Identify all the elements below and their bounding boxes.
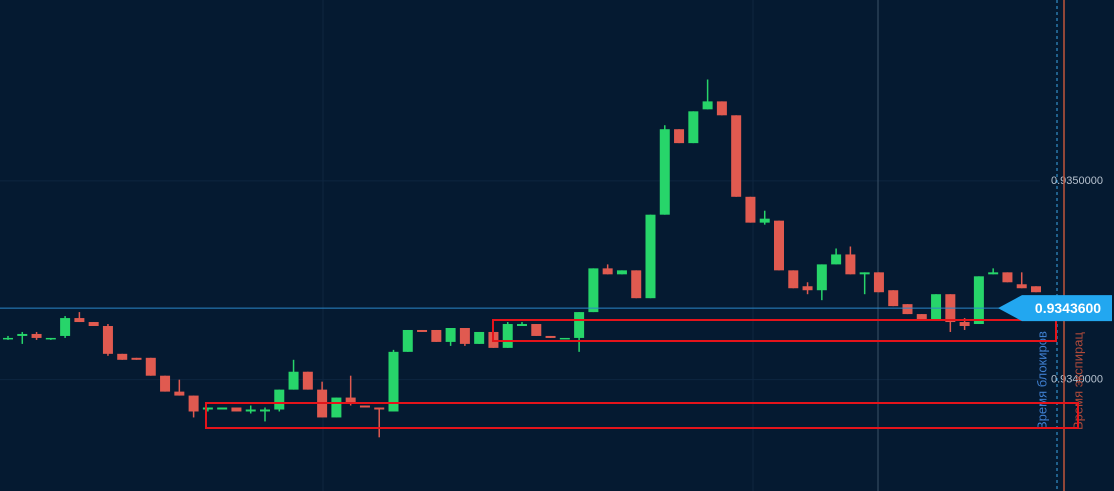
- candle-body: [17, 333, 28, 336]
- candle-body: [1031, 286, 1041, 293]
- candle-body: [260, 409, 270, 412]
- candle-body: [60, 318, 71, 336]
- candle-body: [588, 268, 599, 313]
- candle-body: [88, 322, 99, 327]
- candle-body: [445, 327, 456, 342]
- candle-body: [602, 268, 613, 275]
- candle-body: [345, 397, 356, 404]
- candle-body: [459, 327, 470, 344]
- candle-body: [331, 397, 342, 418]
- candle-body: [474, 331, 485, 344]
- candle-body: [959, 322, 970, 327]
- candle-body: [873, 272, 884, 293]
- candle-body: [160, 375, 171, 392]
- candle-body: [902, 304, 913, 315]
- candle-body: [145, 357, 156, 376]
- candle-body: [174, 391, 185, 396]
- highlight-box: [205, 402, 1079, 429]
- candle-body: [231, 407, 242, 412]
- candle-body: [759, 218, 770, 223]
- candle-body: [74, 318, 85, 323]
- candle-body: [674, 129, 685, 144]
- candle-body: [517, 324, 527, 327]
- candle-body: [988, 272, 999, 275]
- candle-body: [559, 337, 570, 340]
- candle-body: [245, 409, 256, 412]
- candle-body: [802, 286, 813, 291]
- candle-body: [302, 371, 313, 390]
- expiration-time-label: Время экспирац: [1070, 332, 1085, 430]
- candle-body: [716, 101, 727, 116]
- candle-body: [973, 276, 984, 325]
- candle-body: [931, 294, 942, 321]
- candle-body: [117, 353, 128, 360]
- candle-body: [102, 326, 113, 354]
- y-tick-label: 0.9350000: [1051, 175, 1103, 187]
- candle-body: [816, 264, 827, 291]
- candle-body: [645, 214, 656, 299]
- candle-body: [888, 290, 899, 307]
- time-labels: Время блокиров Время экспирац: [1034, 331, 1085, 430]
- candle-body: [131, 357, 142, 360]
- lock-time-label: Время блокиров: [1034, 331, 1049, 430]
- candle-body: [859, 272, 870, 275]
- candle-body: [916, 314, 927, 321]
- candle-body: [531, 324, 542, 336]
- candle-body: [1002, 272, 1013, 283]
- price-tag: [998, 295, 1112, 322]
- candle-body: [831, 254, 842, 265]
- candle-body: [417, 329, 428, 332]
- candle-body: [774, 220, 784, 271]
- candle-body: [388, 351, 399, 412]
- price-tag-label: 0.9343600: [1035, 300, 1101, 316]
- candle-body: [659, 129, 670, 215]
- candle-body: [359, 405, 370, 408]
- candle-body: [1016, 284, 1027, 289]
- candle-body: [545, 335, 556, 338]
- candle-body: [788, 270, 799, 289]
- candle-body: [702, 101, 713, 110]
- candle-body: [188, 395, 199, 412]
- candle-body: [45, 337, 56, 340]
- candle-body: [502, 324, 513, 348]
- candle-body: [731, 115, 742, 197]
- candle-body: [274, 389, 285, 410]
- candle-body: [202, 407, 213, 410]
- highlight-box: [492, 319, 1057, 342]
- candle-body: [374, 407, 385, 410]
- candle-body: [745, 196, 756, 223]
- candle-body: [31, 333, 42, 338]
- candle-body: [845, 254, 856, 275]
- candle-body: [402, 329, 413, 352]
- candle-body: [574, 312, 585, 338]
- candles: [3, 79, 1041, 438]
- candle-body: [616, 270, 627, 275]
- candle-body: [3, 337, 13, 340]
- candle-body: [688, 111, 699, 144]
- current-price: 0.9343600: [0, 295, 1112, 322]
- candle-body: [631, 270, 642, 299]
- candle-body: [288, 371, 299, 390]
- candle-body: [217, 407, 228, 410]
- candle-body: [431, 329, 442, 342]
